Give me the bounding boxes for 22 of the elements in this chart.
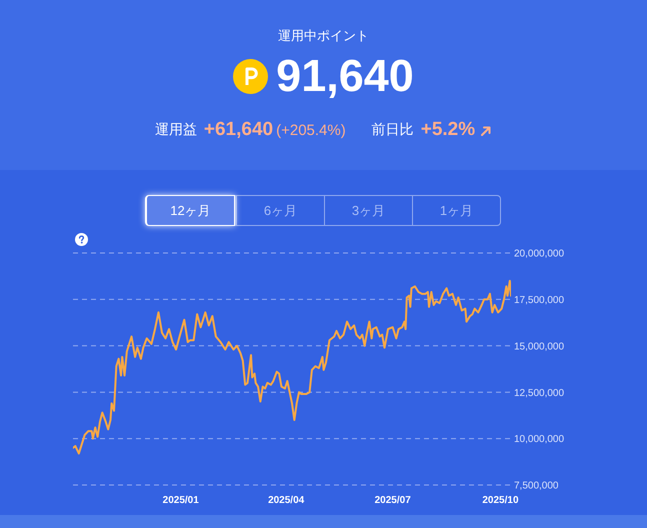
text: +5.2% [420,119,476,140]
text: (+205.4%) [276,122,346,138]
period-tab[interactable]: 6ヶ月 [235,195,325,226]
line-series [73,280,511,454]
y-tick-label: 20,000,000 [514,248,564,260]
x-tick-label: 2025/01 [162,495,200,506]
text: 91,640 [276,50,414,101]
text: 前日比 [372,121,414,137]
period-tab[interactable]: 1ヶ月 [413,195,501,226]
text: +61,640 [204,119,274,140]
x-tick-label: 2025/07 [374,495,412,506]
y-tick-label: 15,000,000 [514,341,564,352]
period-tab[interactable]: 3ヶ月 [325,195,413,226]
y-tick-label: 10,000,000 [514,434,564,446]
y-tick-label: 7,500,000 [514,480,559,492]
period-tab[interactable]: 12ヶ月 [145,195,235,226]
x-tick-label: 2025/04 [268,495,305,506]
text: 運用益 [154,121,197,137]
y-tick-label: 12,500,000 [514,388,564,399]
x-tick-label: 2025/10 [482,495,519,506]
y-tick-label: 17,500,000 [514,294,564,306]
text: 運用中ポイント [278,28,369,43]
